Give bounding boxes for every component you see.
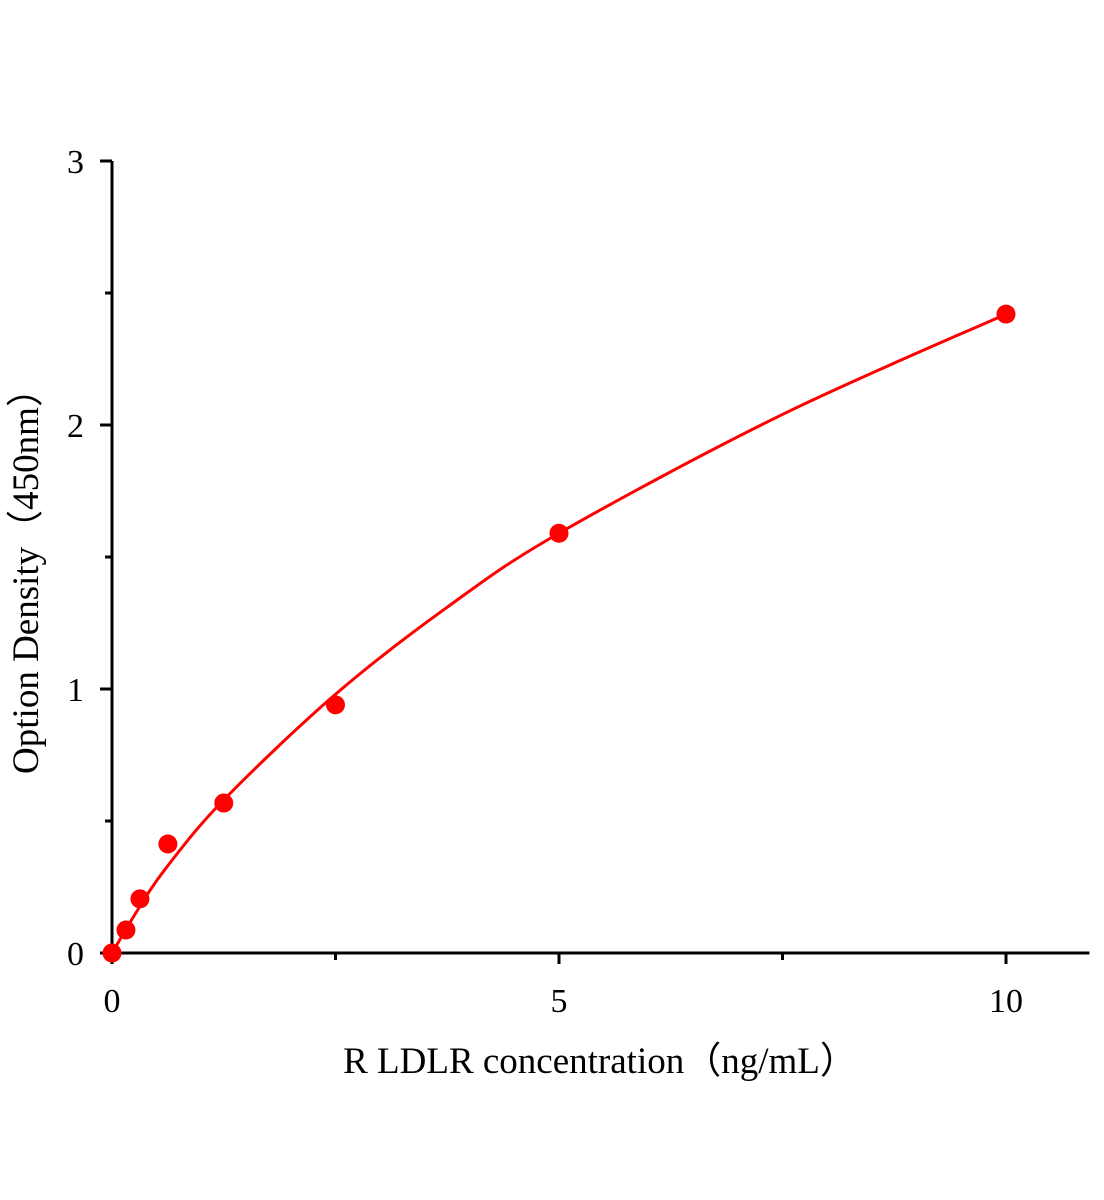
y-axis-label: Option Density（450nm） xyxy=(6,370,47,774)
x-tick-label: 0 xyxy=(104,983,121,1020)
x-tick-label: 10 xyxy=(989,983,1023,1020)
data-point xyxy=(326,695,345,715)
data-points xyxy=(102,304,1016,963)
axes xyxy=(100,159,1090,964)
fit-curve xyxy=(110,312,1007,954)
data-point xyxy=(158,834,178,854)
x-axis-label: R LDLR concentration（ng/mL） xyxy=(343,1041,857,1082)
data-point xyxy=(102,943,122,963)
x-tick-label: 5 xyxy=(551,983,568,1020)
y-tick-label: 2 xyxy=(67,408,84,445)
data-point xyxy=(116,920,136,940)
data-point xyxy=(214,793,234,813)
y-tick-label: 1 xyxy=(67,672,84,709)
y-tick-label: 3 xyxy=(67,144,84,181)
data-point xyxy=(996,304,1016,324)
y-tick-label: 0 xyxy=(67,936,84,973)
data-point xyxy=(130,889,150,909)
tick-labels: 0 5 10 0 1 2 3 xyxy=(67,144,1023,1020)
data-point xyxy=(549,523,569,543)
